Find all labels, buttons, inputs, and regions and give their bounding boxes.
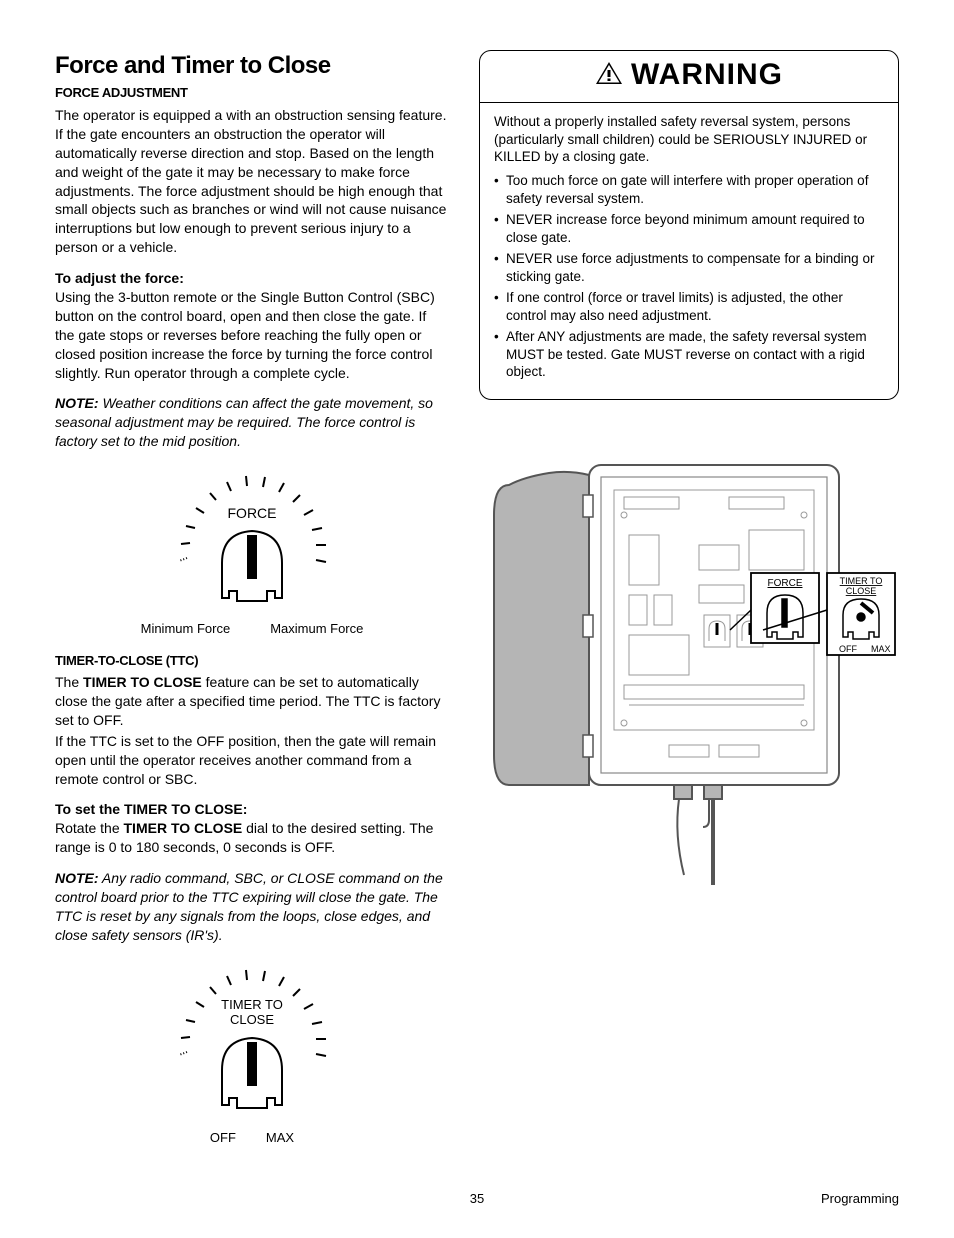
force-dial-label: FORCE [228, 505, 277, 521]
note-lead: NOTE: [55, 395, 99, 411]
warning-bullet: NEVER use force adjustments to compensat… [494, 250, 884, 285]
ttc-para1-pre: The [55, 674, 83, 690]
force-dial-svg: FORCE [157, 463, 347, 613]
page-title: Force and Timer to Close [55, 50, 449, 82]
warning-bullet: If one control (force or travel limits) … [494, 289, 884, 324]
force-min-caption: Minimum Force [141, 620, 231, 638]
warning-box: WARNING Without a properly installed saf… [479, 50, 899, 400]
svg-text:TIMER TO: TIMER TO [840, 576, 883, 586]
adjust-force-heading: To adjust the force: [55, 270, 184, 286]
section-label: Programming [779, 1190, 899, 1208]
ttc-dial-svg: TIMER TO CLOSE [157, 957, 347, 1122]
svg-text:MAX: MAX [871, 644, 891, 654]
page-footer: 35 Programming [55, 1190, 899, 1208]
warning-triangle-icon [595, 56, 623, 97]
ttc-note-body: Any radio command, SBC, or CLOSE command… [55, 870, 443, 943]
svg-text:OFF: OFF [839, 644, 857, 654]
inset-ttc: TIMER TO CLOSE OFF MAX [827, 573, 895, 655]
ttc-off-caption: OFF [210, 1129, 236, 1147]
force-max-caption: Maximum Force [270, 620, 363, 638]
right-column: WARNING Without a properly installed saf… [479, 50, 899, 1160]
ttc-set-block: To set the TIMER TO CLOSE: Rotate the TI… [55, 800, 449, 857]
ttc-heading: TIMER-TO-CLOSE (TTC) [55, 652, 449, 670]
warning-title: WARNING [631, 58, 783, 91]
ttc-note-lead: NOTE: [55, 870, 99, 886]
ttc-para1: The TIMER TO CLOSE feature can be set to… [55, 673, 449, 730]
left-column: Force and Timer to Close FORCE ADJUSTMEN… [55, 50, 449, 1160]
ttc-dial-captions: OFF MAX [55, 1129, 449, 1147]
warning-bullet: Too much force on gate will interfere wi… [494, 172, 884, 207]
control-box-svg: FORCE TIMER TO CLOSE OFF [479, 455, 899, 885]
inset-force: FORCE [751, 573, 819, 643]
force-adjustment-para: The operator is equipped a with an obstr… [55, 106, 449, 257]
svg-text:CLOSE: CLOSE [846, 586, 877, 596]
force-note-body: Weather conditions can affect the gate m… [55, 395, 433, 449]
svg-text:CLOSE: CLOSE [230, 1012, 274, 1027]
ttc-set-pre: Rotate the [55, 820, 124, 836]
page-number: 35 [175, 1190, 779, 1208]
force-adjustment-heading: FORCE ADJUSTMENT [55, 84, 449, 102]
adjust-force-block: To adjust the force: Using the 3-button … [55, 269, 449, 382]
warning-intro: Without a properly installed safety reve… [494, 113, 884, 166]
warning-bullet: NEVER increase force beyond minimum amou… [494, 211, 884, 246]
ttc-lead: TIMER TO CLOSE [83, 674, 202, 690]
force-note: NOTE: Weather conditions can affect the … [55, 394, 449, 451]
ttc-max-caption: MAX [266, 1129, 294, 1147]
ttc-set-heading: To set the TIMER TO CLOSE: [55, 801, 247, 817]
svg-text:TIMER TO: TIMER TO [221, 997, 283, 1012]
force-dial-captions: Minimum Force Maximum Force [55, 620, 449, 638]
warning-bullet-list: Too much force on gate will interfere wi… [494, 172, 884, 381]
warning-bullet: After ANY adjustments are made, the safe… [494, 328, 884, 381]
ttc-note: NOTE: Any radio command, SBC, or CLOSE c… [55, 869, 449, 945]
svg-text:FORCE: FORCE [768, 578, 803, 589]
ttc-set-bold: TIMER TO CLOSE [124, 820, 243, 836]
adjust-force-para: Using the 3-button remote or the Single … [55, 289, 435, 381]
ttc-para2: If the TTC is set to the OFF position, t… [55, 732, 449, 789]
ttc-dial-figure: TIMER TO CLOSE OFF MAX [55, 957, 449, 1146]
control-box-figure: FORCE TIMER TO CLOSE OFF [479, 455, 899, 890]
warning-header: WARNING [480, 51, 898, 103]
page-columns: Force and Timer to Close FORCE ADJUSTMEN… [55, 50, 899, 1160]
force-dial-figure: FORCE Minimum Force Maximum Force [55, 463, 449, 637]
